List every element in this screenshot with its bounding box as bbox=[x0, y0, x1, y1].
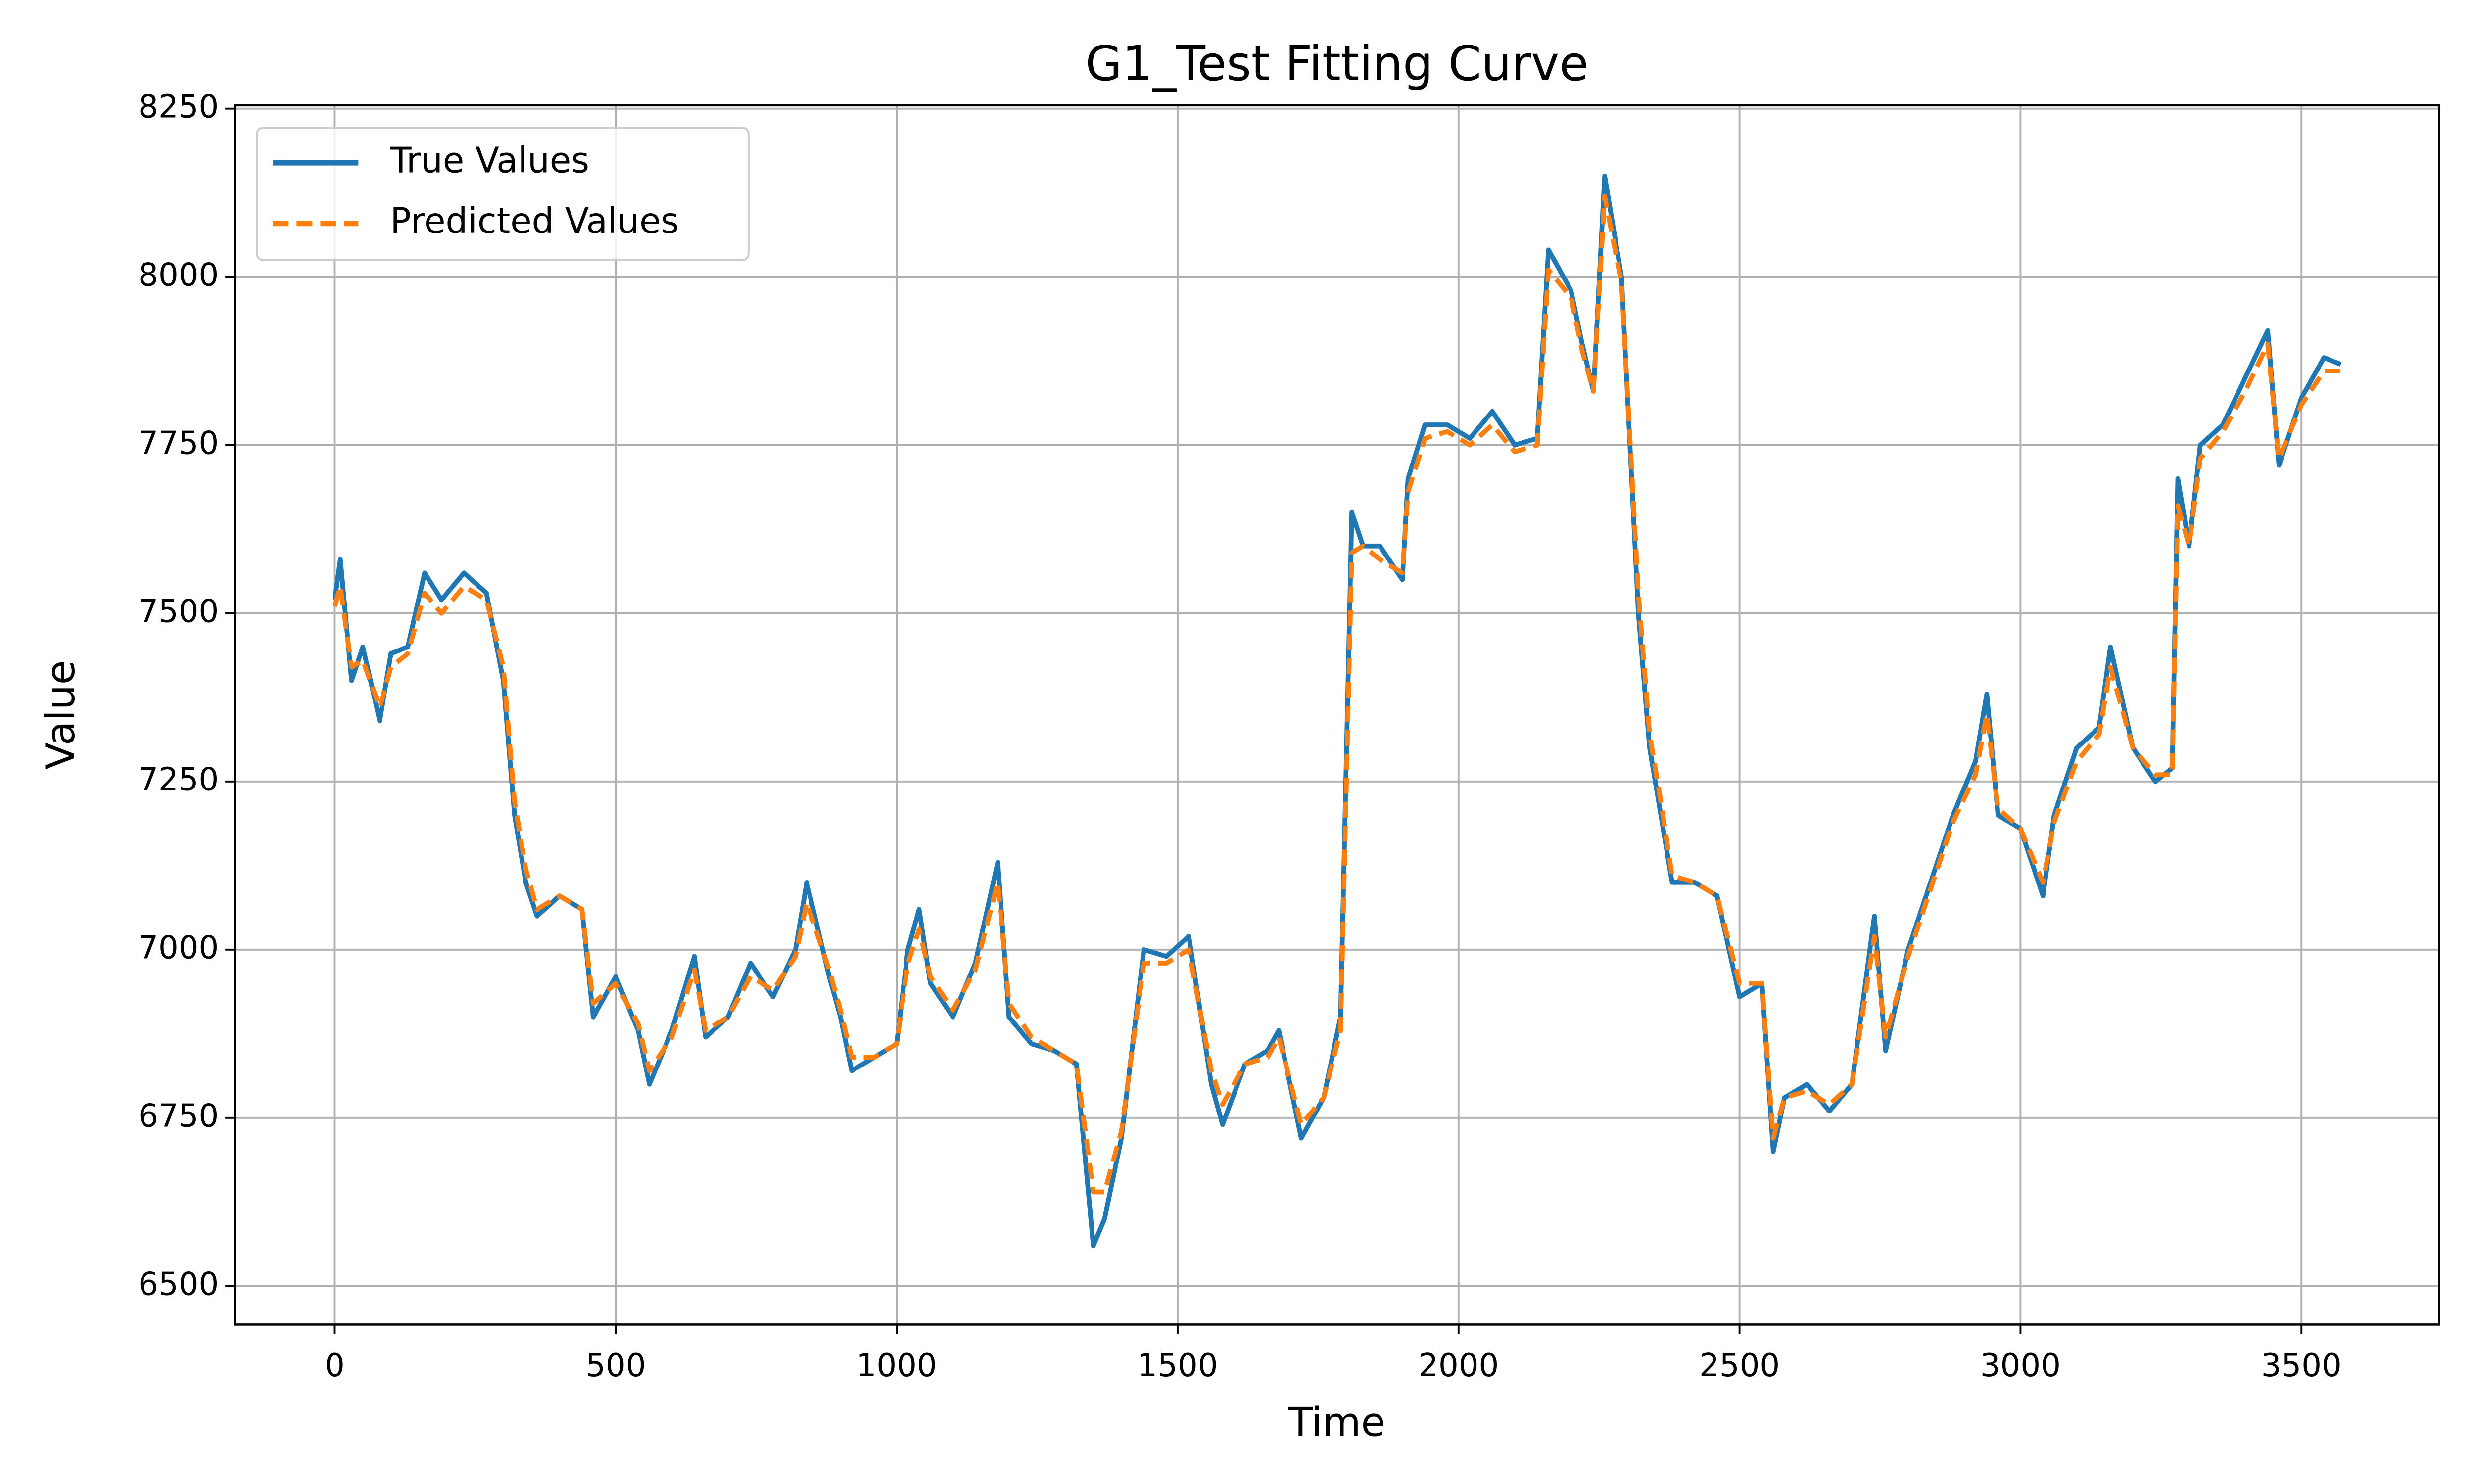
y-axis-label: Value bbox=[37, 660, 84, 769]
x-tick-label: 3500 bbox=[2261, 1347, 2342, 1384]
x-tick-label: 1500 bbox=[1137, 1347, 1218, 1384]
legend-label: Predicted Values bbox=[390, 200, 679, 241]
legend-box bbox=[256, 127, 750, 261]
y-tick-label: 8000 bbox=[138, 256, 219, 293]
chart-title: G1_Test Fitting Curve bbox=[1085, 36, 1588, 92]
y-tick-label: 6750 bbox=[138, 1097, 219, 1134]
y-tick-label: 6500 bbox=[138, 1265, 219, 1302]
legend-label: True Values bbox=[389, 139, 589, 181]
x-tick-label: 500 bbox=[585, 1347, 646, 1384]
x-tick-label: 3000 bbox=[1980, 1347, 2061, 1384]
y-tick-label: 7750 bbox=[138, 424, 219, 462]
x-tick-label: 0 bbox=[325, 1347, 345, 1384]
y-tick-label: 7500 bbox=[138, 593, 219, 630]
series-line bbox=[332, 173, 2342, 1249]
plot-frame bbox=[234, 104, 2440, 1326]
x-axis-label: Time bbox=[1288, 1398, 1385, 1445]
y-tick-label: 7000 bbox=[138, 929, 219, 966]
series-line bbox=[332, 193, 2341, 1195]
x-tick-label: 1000 bbox=[856, 1347, 937, 1384]
x-tick-label: 2000 bbox=[1418, 1347, 1499, 1384]
y-tick-label: 8250 bbox=[138, 88, 219, 125]
x-tick-label: 2500 bbox=[1699, 1347, 1780, 1384]
y-tick-label: 7250 bbox=[138, 761, 219, 798]
